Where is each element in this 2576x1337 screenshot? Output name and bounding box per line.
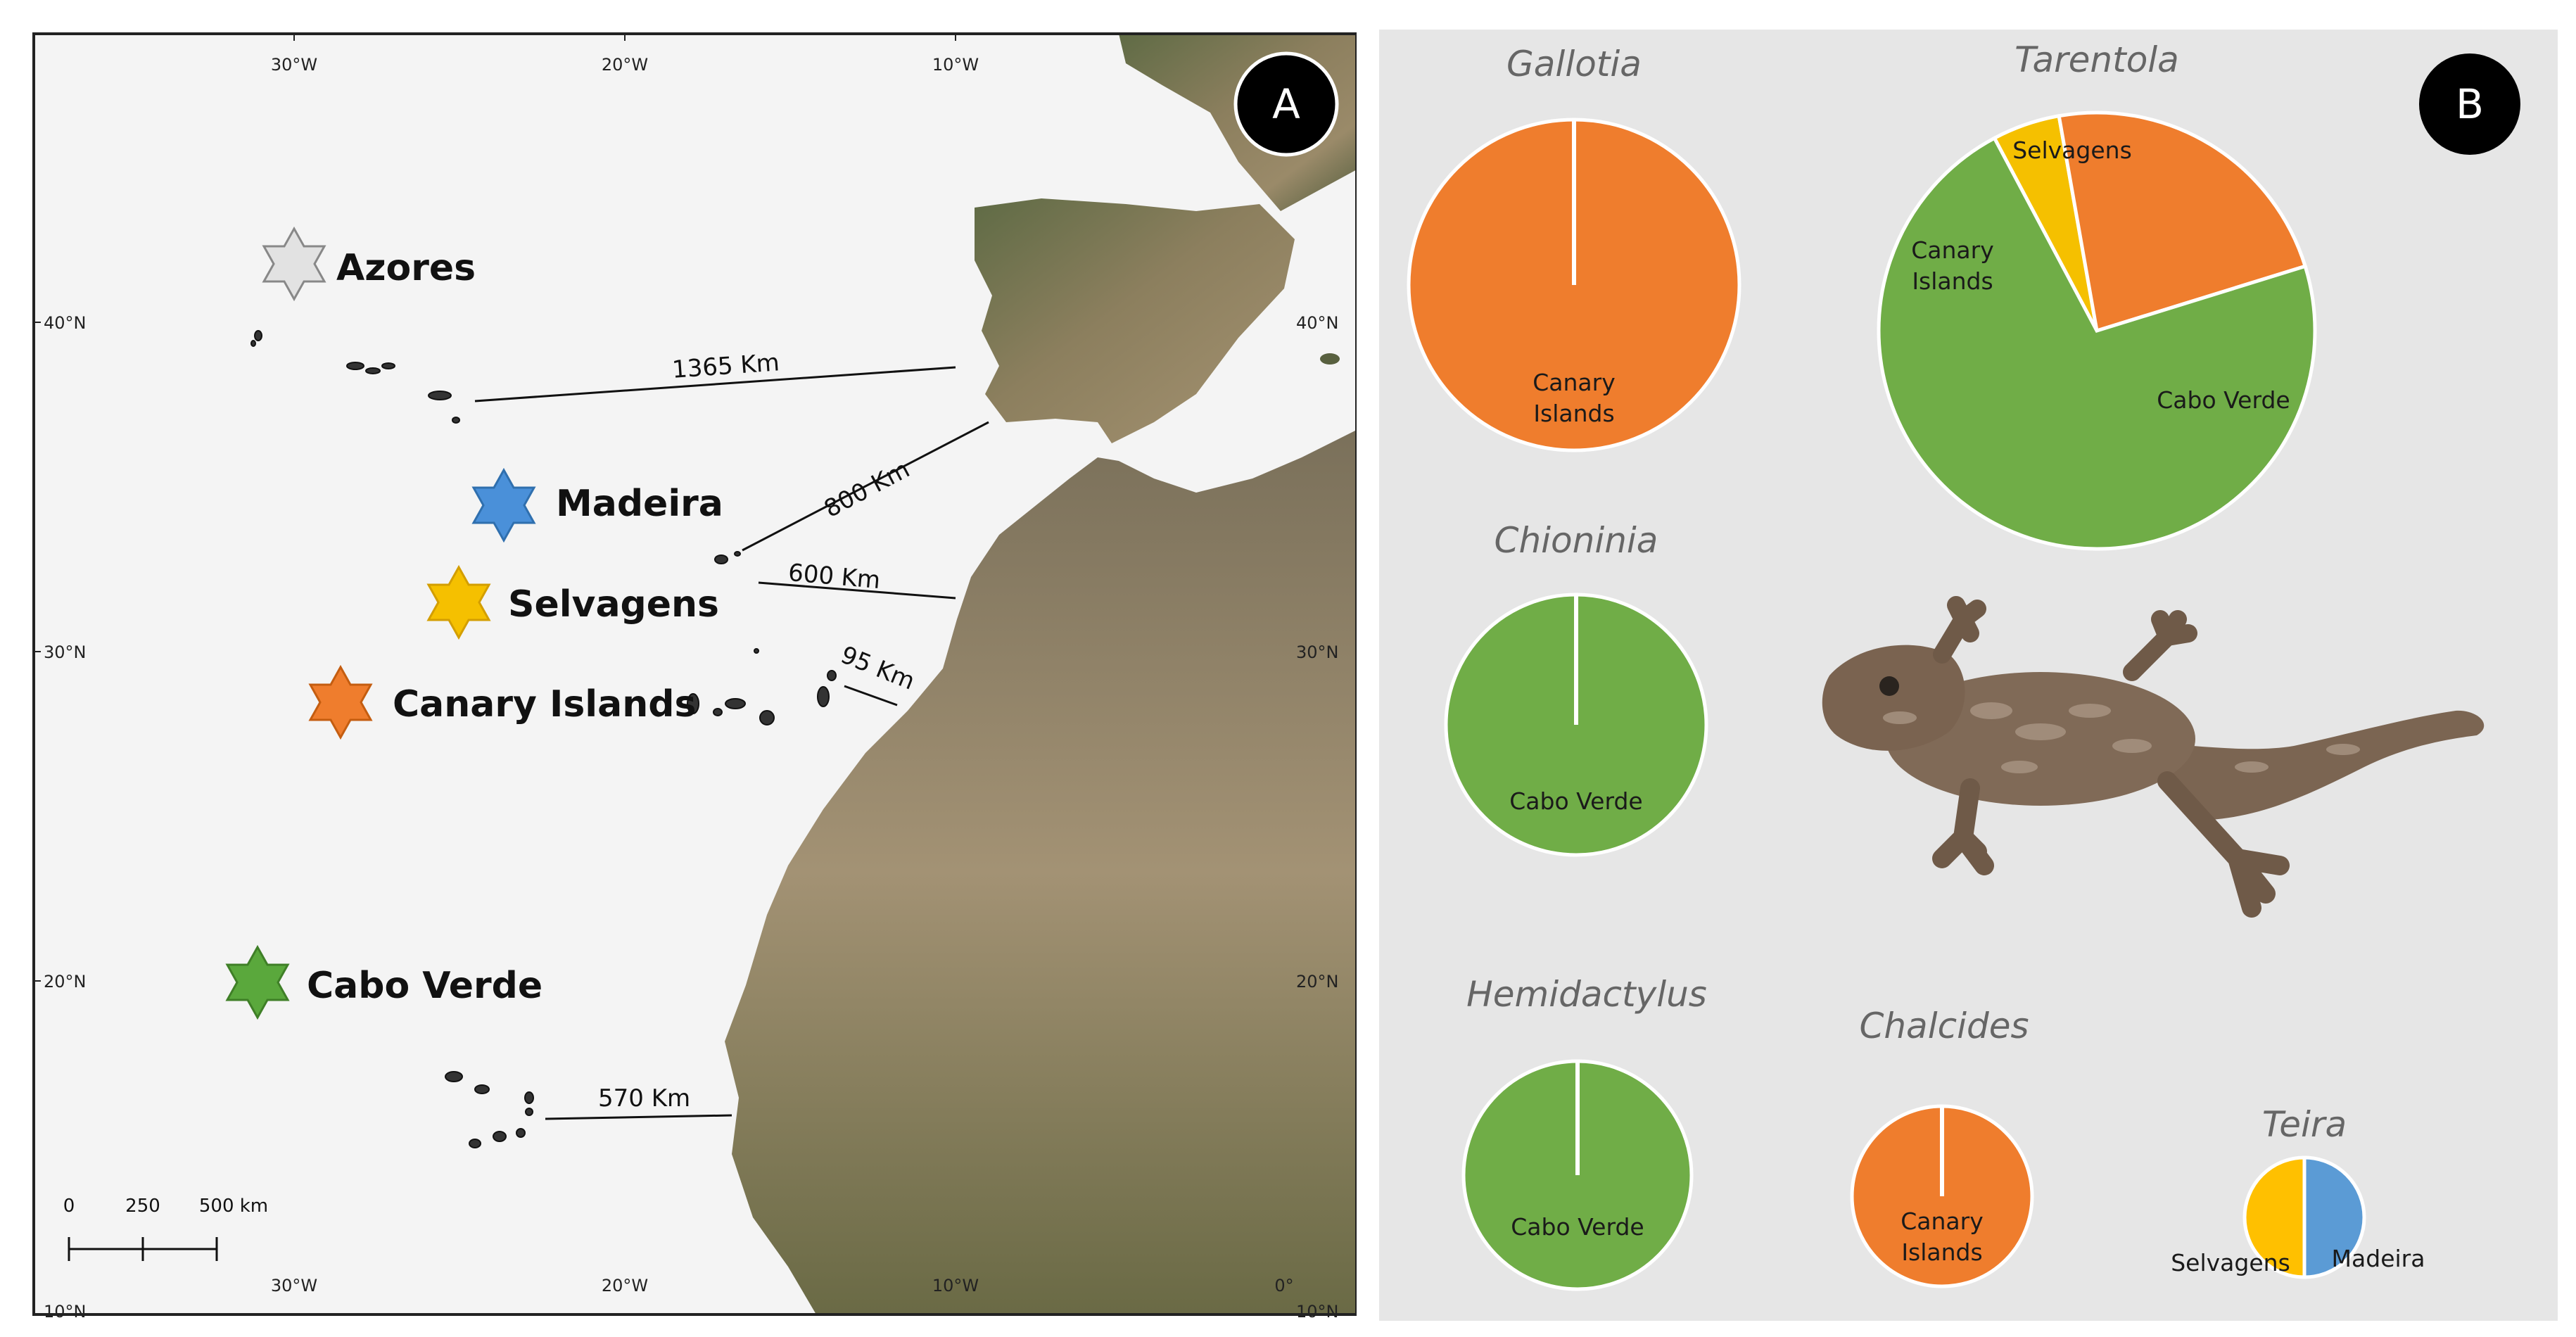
pie-chart-chioninia: Chioninia Cabo Verde [1444, 520, 1708, 857]
madeira-marker: Madeira [471, 467, 723, 543]
lat-label-left: 30°N [44, 642, 87, 662]
pie-slice-cabo-verde [1877, 135, 2317, 551]
graticule-ticks [34, 34, 956, 982]
map-panel: 30°W 20°W 10°W 30°W 20°W 10°W 0° 40°N 30… [32, 32, 1358, 1322]
panel-b-badge: B [2419, 53, 2520, 155]
six-point-star-icon [471, 467, 536, 543]
island-shapes [250, 330, 837, 1148]
scale-bar: 0 250 500 km [63, 1196, 268, 1261]
label-selvagens: Selvagens [508, 583, 719, 626]
lon-label-bottom: 20°W [602, 1276, 648, 1295]
lat-label-left: 40°N [44, 313, 87, 333]
lon-label-bottom: 30°W [271, 1276, 317, 1295]
slice-label-selvagens: Selvagens [2171, 1249, 2290, 1276]
slice-label-canary-islands: Canary Islands [1911, 236, 1994, 295]
pie-slice-canary-islands [2057, 110, 2308, 334]
panel-a-letter: A [1272, 80, 1300, 128]
distance-lines [474, 366, 989, 1120]
slice-label-canary-islands: Canary Islands [1901, 1208, 1984, 1266]
cabo-verde-marker: Cabo Verde [225, 944, 543, 1020]
canary-islands-marker: Canary Islands [308, 664, 696, 740]
six-point-star-icon [426, 564, 491, 640]
six-point-star-icon [262, 226, 326, 302]
slice-label-canary-islands: Canary Islands [1533, 369, 1616, 427]
panel-a-badge: A [1233, 51, 1339, 157]
label-azores: Azores [336, 247, 476, 289]
lon-label-top: 30°W [271, 55, 317, 75]
lat-label-right: 10°N [1296, 1302, 1339, 1322]
lon-label-bottom: 10°W [932, 1276, 979, 1295]
pie-slice-selvagens [2242, 1155, 2307, 1279]
label-madeira: Madeira [556, 483, 723, 525]
pie-chart-teira: Teira Selvagens Madeira [2171, 1104, 2425, 1279]
slice-label-cabo-verde: Cabo Verde [1509, 787, 1642, 815]
pie-title-teira: Teira [2262, 1104, 2347, 1145]
lat-label-right: 30°N [1296, 642, 1339, 662]
pie-title-chalcides: Chalcides [1859, 1006, 2029, 1046]
pie-chart-chalcides: Chalcides Canary Islands [1850, 1006, 2034, 1288]
azores-marker: Azores [262, 226, 476, 302]
lon-label-bottom: 0° [1274, 1276, 1293, 1295]
pie-title-chioninia: Chioninia [1495, 520, 1658, 561]
coordinate-labels: 30°W 20°W 10°W 30°W 20°W 10°W 0° 40°N 30… [44, 55, 1339, 1322]
lon-label-top: 20°W [602, 55, 648, 75]
lat-label-right: 40°N [1296, 313, 1339, 333]
gecko-photo [1822, 596, 2485, 918]
scale-label-0: 0 [63, 1196, 75, 1217]
lat-label-left: 20°N [44, 972, 87, 991]
distance-cabo-verde: 570 Km [598, 1084, 690, 1113]
scale-label-250: 250 [125, 1196, 160, 1217]
pie-title-tarentola: Tarentola [2015, 39, 2179, 80]
scale-label-500: 500 km [199, 1196, 268, 1217]
slice-label-selvagens: Selvagens [2012, 137, 2132, 164]
slice-label-cabo-verde: Cabo Verde [2157, 386, 2290, 414]
pie-chart-tarentola: Tarentola Selvagens Canary Islands Cabo V… [1877, 39, 2317, 551]
pie-slice-madeira [2302, 1155, 2366, 1279]
panel-separator [1357, 0, 1379, 1337]
slice-label-madeira: Madeira [2332, 1245, 2425, 1272]
six-point-star-icon [225, 944, 290, 1020]
panel-b-letter: B [2456, 80, 2484, 128]
label-canary-islands: Canary Islands [393, 683, 696, 725]
lat-label-left: 10°N [44, 1302, 87, 1322]
slice-label-cabo-verde: Cabo Verde [1511, 1213, 1644, 1241]
archipelago-markers: Azores Madeira Selvagens Canary Islands … [225, 226, 723, 1020]
lat-label-right: 20°N [1296, 972, 1339, 991]
label-cabo-verde: Cabo Verde [307, 965, 543, 1007]
pie-chart-hemidactylus: Hemidactylus Cabo Verde [1461, 974, 1707, 1291]
pie-title-hemidactylus: Hemidactylus [1466, 974, 1707, 1015]
pie-chart-gallotia: Gallotia Canary Islands [1407, 44, 1741, 452]
selvagens-marker: Selvagens [426, 564, 719, 640]
pie-panel: B Gallotia Canary Islands Tarentola Selva… [1379, 30, 2558, 1321]
pie-title-gallotia: Gallotia [1506, 44, 1642, 84]
lon-label-top: 10°W [932, 55, 979, 75]
six-point-star-icon [308, 664, 373, 740]
